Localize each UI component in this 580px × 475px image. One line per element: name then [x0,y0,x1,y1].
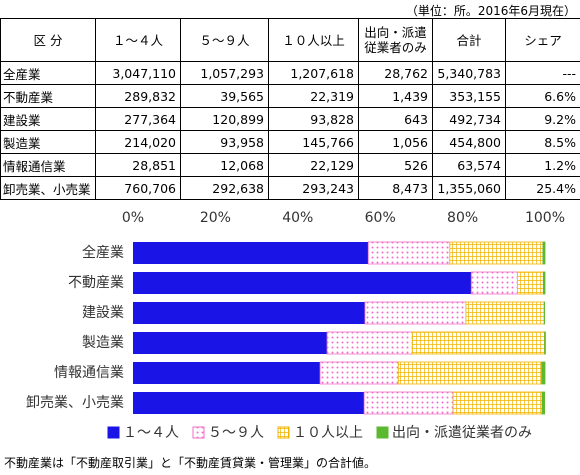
table-cell: ５～９人 [180,18,269,62]
table-cell: 28,762 [358,61,433,85]
table-cell: 293,243 [268,176,359,200]
legend-label: 出向・派遣従業者のみ [392,425,532,441]
table-cell: 8.5% [505,130,580,154]
y-tick-label: 不動産業 [68,275,124,291]
table-row: 不動産業 289,832 39,565 22,319 1,439 353,155 6.6% [0,84,580,108]
table-cell: 合計 [432,18,506,62]
bar-segment [397,361,543,385]
table-cell: 出向・派遣 従業者のみ [358,18,433,62]
table-row: 全産業 3,047,110 1,057,293 1,207,618 28,762 5,34… [0,61,580,85]
data-table: 区 分 １～４人 ５～９人 １０人以上 出向・派遣 従業者のみ 合計 シェア 全産業 3,047… [0,18,580,200]
table-cell: シェア [505,18,580,62]
bar-segment [544,331,546,355]
table-row: 製造業 214,020 93,958 145,766 1,056 454,800 8.5% [0,130,580,154]
bar-segment [364,301,467,325]
table-cell: 145,766 [268,130,359,154]
footnote: 不動産業は「不動産取引業」と「不動産賃貸業・管理業」の合計値。 [4,456,377,470]
table-cell: 760,706 [95,176,181,200]
bar-segment [367,241,451,265]
bar-segment [541,391,545,415]
x-tick-label: 0% [122,210,144,226]
table-cell: 情報通信業 [0,153,96,177]
bar-segment [516,271,544,295]
x-tick-label: 100% [525,210,565,226]
table-cell: 93,828 [268,107,359,131]
table-row: 卸売業、小売業 760,706 292,638 293,243 8,473 1,355,0… [0,176,580,200]
table-row: 区 分 １～４人 ５～９人 １０人以上 出向・派遣 従業者のみ 合計 シェア [0,18,580,62]
y-tick-label: 全産業 [82,244,124,261]
table-cell: 289,832 [95,84,181,108]
table-cell: 643 [358,107,433,131]
bar-segment [133,242,369,264]
table-cell: 526 [358,153,433,177]
table-cell: 区 分 [0,18,96,62]
bar-segment [542,241,546,265]
bar-segment [133,362,321,384]
x-tick-label: 20% [200,210,231,226]
table-cell: 3,047,110 [95,61,181,85]
legend-swatch [192,426,205,439]
table-cell: 5,340,783 [432,61,506,85]
table-cell: 292,638 [180,176,269,200]
bar-segment [541,361,546,385]
legend-swatch [107,426,120,439]
bar-segment [542,271,546,295]
bar-segment [470,271,518,295]
unit-note: （単位：所。2016年6月現在） [405,4,576,18]
y-tick-label: 建設業 [82,305,124,321]
bar-segment [133,332,328,354]
legend-swatch [376,426,389,439]
bar-segment [411,331,545,355]
bar-segment [449,241,544,265]
table-cell: 454,800 [432,130,506,154]
table-cell: 25.4% [505,176,580,200]
bar-segment [452,391,543,415]
bar-segment [465,301,545,325]
y-tick-label: 情報通信業 [54,365,124,381]
bar-segment [133,302,365,324]
table-cell: 製造業 [0,130,96,154]
table-cell: 214,020 [95,130,181,154]
table-cell: 22,129 [268,153,359,177]
y-tick-label: 製造業 [82,335,124,351]
table-cell: 卸売業、小売業 [0,176,96,200]
bar-segment [133,392,365,414]
table-cell: 9.2% [505,107,580,131]
table-cell: 8,473 [358,176,433,200]
x-tick-label: 60% [365,210,396,226]
table-cell: 1,207,618 [268,61,359,85]
legend-label: ５～９人 [208,425,264,441]
table-cell: 39,565 [180,84,269,108]
y-tick-label: 卸売業、小売業 [26,395,124,411]
legend-label: １０人以上 [293,425,363,441]
bar-segment [326,331,413,355]
x-tick-label: 40% [282,210,313,226]
bar-segment [133,272,472,294]
table-cell: 12,068 [180,153,269,177]
legend-swatch [277,426,290,439]
x-tick-label: 80% [447,210,478,226]
bar-segment [363,391,454,415]
legend-label: １～４人 [123,425,179,441]
bar-segment [319,361,399,385]
table-cell: 1.2% [505,153,580,177]
table-cell: 1,439 [358,84,433,108]
table-cell: 22,319 [268,84,359,108]
